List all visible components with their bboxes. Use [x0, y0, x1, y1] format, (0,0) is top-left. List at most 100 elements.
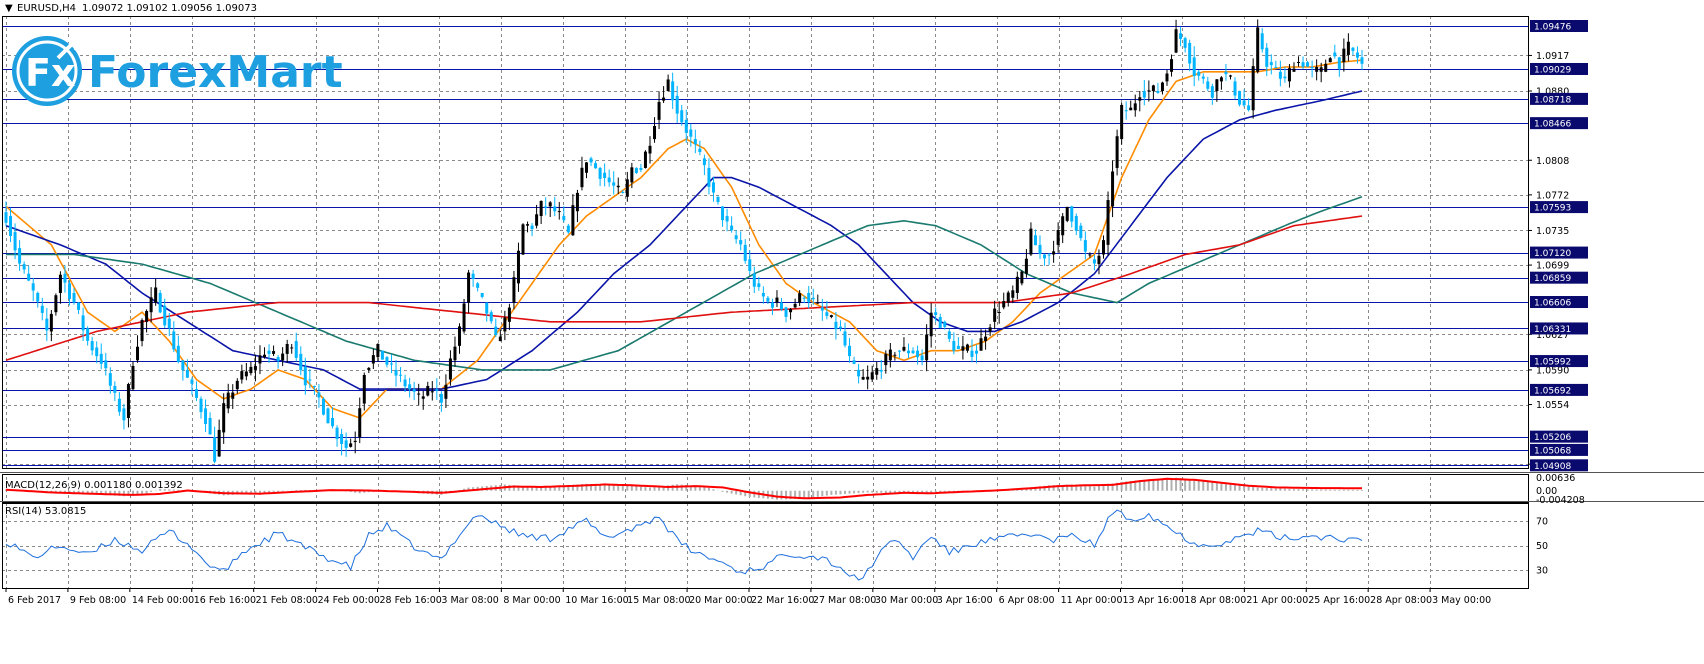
rsi-line	[5, 509, 1363, 581]
price-level-tag-label: 1.08718	[1534, 95, 1571, 105]
price-axis-label: 1.0590	[1536, 365, 1569, 376]
macd-axis-label: 0.00636	[1536, 473, 1575, 484]
time-axis-label: 15 Mar 08:00	[627, 595, 690, 606]
candle-body	[535, 214, 539, 226]
candle-body	[272, 351, 276, 354]
candle-body	[458, 326, 462, 346]
candle-body	[117, 398, 121, 412]
candle-body	[1101, 240, 1105, 255]
candle-body	[181, 360, 185, 371]
candle-body	[848, 345, 852, 357]
candle-body	[204, 408, 208, 425]
candle-body	[956, 345, 960, 349]
candle-body	[748, 259, 752, 271]
candle-body	[634, 167, 638, 174]
candle-body	[480, 292, 484, 297]
candle-body	[1251, 66, 1255, 111]
header-arrow[interactable]: ▼	[5, 3, 13, 14]
price-axis-label: 1.0627	[1536, 330, 1569, 341]
macd-axis-label: 0.00	[1536, 486, 1557, 497]
price-level-tag-label: 1.07593	[1534, 204, 1571, 214]
candle-body	[734, 235, 738, 240]
price-level-tag[interactable]	[1530, 443, 1588, 456]
candle-body	[861, 376, 865, 380]
price-level-tag[interactable]	[1530, 246, 1588, 259]
price-level-tag[interactable]	[1530, 201, 1588, 214]
candle-body	[825, 312, 829, 316]
price-level-tag[interactable]	[1530, 383, 1588, 396]
candle-body	[1147, 90, 1151, 92]
price-level-tag[interactable]	[1530, 355, 1588, 368]
candle-body	[603, 172, 607, 178]
candle-body	[838, 326, 842, 329]
price-level-tag[interactable]	[1530, 322, 1588, 335]
price-level-tag[interactable]	[1530, 117, 1588, 130]
candle-body	[820, 307, 824, 311]
pane-border	[2, 503, 1529, 589]
candle-body	[965, 344, 969, 351]
candle-body	[671, 81, 675, 101]
candle-body	[1070, 206, 1074, 222]
price-level-tag[interactable]	[1530, 296, 1588, 309]
candle-body	[816, 302, 820, 304]
candle-body	[516, 250, 520, 284]
price-level-tag[interactable]	[1530, 20, 1588, 33]
candle-body	[113, 385, 117, 393]
candle-body	[807, 292, 811, 302]
price-level-tag[interactable]	[1530, 459, 1588, 472]
candle-body	[893, 354, 897, 356]
rsi-axis-label: 50	[1536, 541, 1548, 552]
macd-title: MACD(12,26,9) 0.001180 0.001392	[5, 480, 183, 491]
candle-body	[852, 360, 856, 364]
moving-average-line	[5, 215, 1363, 362]
candle-body	[1029, 228, 1033, 255]
candle-body	[1301, 62, 1305, 67]
candle-body	[1355, 52, 1359, 58]
time-axis-label: 6 Feb 2017	[8, 595, 61, 606]
candle-body	[512, 277, 516, 303]
candle-body	[879, 369, 883, 372]
candle-body	[1092, 259, 1096, 264]
candle-body	[371, 355, 375, 364]
candle-body	[1206, 81, 1210, 89]
candle-body	[1052, 251, 1056, 255]
candle-body	[140, 320, 144, 342]
price-axis-label: 1.0699	[1536, 261, 1569, 272]
candle-body	[131, 365, 135, 390]
candle-body	[993, 308, 997, 322]
price-level-tag[interactable]	[1530, 430, 1588, 443]
candle-body	[176, 345, 180, 362]
candle-body	[453, 346, 457, 361]
candle-body	[616, 185, 620, 188]
candle-body	[648, 145, 652, 154]
candle-body	[680, 110, 684, 123]
price-level-tag[interactable]	[1530, 271, 1588, 284]
candle-body	[1024, 258, 1028, 274]
candle-body	[1115, 136, 1119, 168]
time-axis-label: 20 Mar 00:00	[689, 595, 752, 606]
moving-average-line	[5, 59, 1363, 419]
candle-body	[494, 326, 498, 336]
candle-body	[235, 380, 239, 390]
candle-body	[598, 167, 602, 179]
candle-body	[1256, 27, 1260, 72]
pane-border	[2, 16, 1529, 469]
candle-body	[775, 297, 779, 303]
candle-body	[308, 379, 312, 381]
candle-body	[780, 302, 784, 310]
price-level-tag[interactable]	[1530, 62, 1588, 75]
candle-body	[95, 347, 99, 357]
price-level-tag[interactable]	[1530, 92, 1588, 105]
candle-body	[1297, 61, 1301, 63]
candle-body	[1228, 75, 1232, 77]
candle-body	[471, 273, 475, 280]
candle-body	[526, 224, 530, 226]
candle-body	[58, 274, 62, 293]
candle-body	[430, 391, 434, 393]
candle-body	[657, 101, 661, 120]
candle-body	[1142, 91, 1146, 98]
candle-body	[208, 417, 212, 435]
candle-body	[653, 125, 657, 140]
rsi-axis-label: 70	[1536, 517, 1548, 528]
candle-body	[104, 360, 108, 369]
